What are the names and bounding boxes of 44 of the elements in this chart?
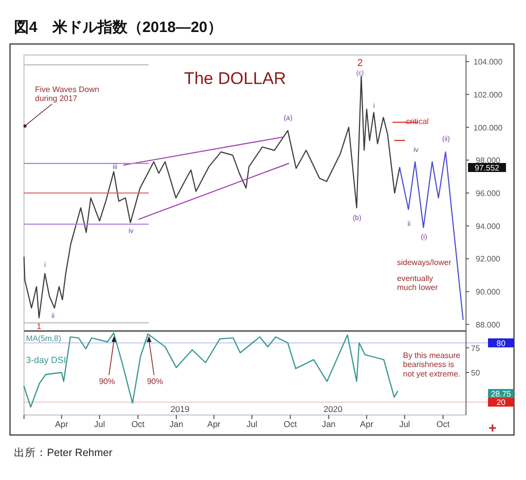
line-series — [23, 332, 398, 408]
x-tick-label: Apr — [54, 419, 68, 429]
y-tick-label: 75 — [471, 344, 480, 353]
chart-title: 図4 米ドル指数（2018—20） — [14, 19, 222, 36]
annotation: 90% — [98, 377, 116, 386]
annotation: eventually much lower — [397, 274, 438, 292]
text: 28.75 — [490, 390, 512, 398]
x-tick-label: Jan — [169, 419, 184, 429]
ref-line-label: 20 — [496, 398, 506, 408]
annotation: 2020 — [324, 404, 343, 414]
annotation: MA(5m,8) — [26, 334, 62, 343]
annotation: By this measure bearishness is not yet extreme. — [403, 351, 461, 378]
text: 97.552 — [474, 164, 500, 172]
x-tick-label: Jul — [246, 419, 258, 429]
annotation: 1 — [36, 322, 42, 331]
annotation: critical — [406, 117, 429, 126]
x-tick-label: Oct — [131, 419, 146, 429]
y-tick-label: 104.000 — [474, 58, 504, 67]
annotation: sideways/lower — [397, 258, 452, 267]
y-tick-label: 94.000 — [476, 222, 501, 231]
y-tick-label: 90.000 — [476, 288, 501, 297]
y-tick-label: 100.000 — [474, 123, 504, 132]
text: The DOLLAR — [184, 69, 286, 88]
x-tick-label: Jul — [399, 419, 410, 429]
annotation: 2 — [357, 58, 364, 69]
y-tick-label: 96.000 — [476, 189, 501, 198]
annotation: 90% — [146, 377, 164, 386]
y-tick-label: 50 — [471, 368, 480, 378]
y-tick-label: 98.000 — [476, 156, 501, 166]
annotation: Five Waves Down during 2017 — [35, 85, 100, 104]
x-tick-label: Jul — [94, 419, 106, 429]
ref-line-label: 80 — [496, 338, 506, 348]
series-label: 3-day DSI — [26, 355, 66, 365]
y-tick-label: 102.000 — [474, 90, 504, 100]
y-tick-label: 92.000 — [476, 254, 501, 264]
annotation: 2019 — [170, 404, 190, 414]
x-tick-label: Oct — [436, 419, 450, 429]
x-tick-label: Apr — [360, 419, 374, 429]
text: 出所：Peter Rehmer — [14, 446, 113, 459]
x-tick-label: Jan — [322, 419, 336, 429]
line-series — [399, 151, 464, 320]
x-tick-label: Apr — [207, 419, 221, 429]
x-tick-label: Oct — [284, 419, 298, 429]
y-tick-label: 88.000 — [476, 320, 501, 330]
